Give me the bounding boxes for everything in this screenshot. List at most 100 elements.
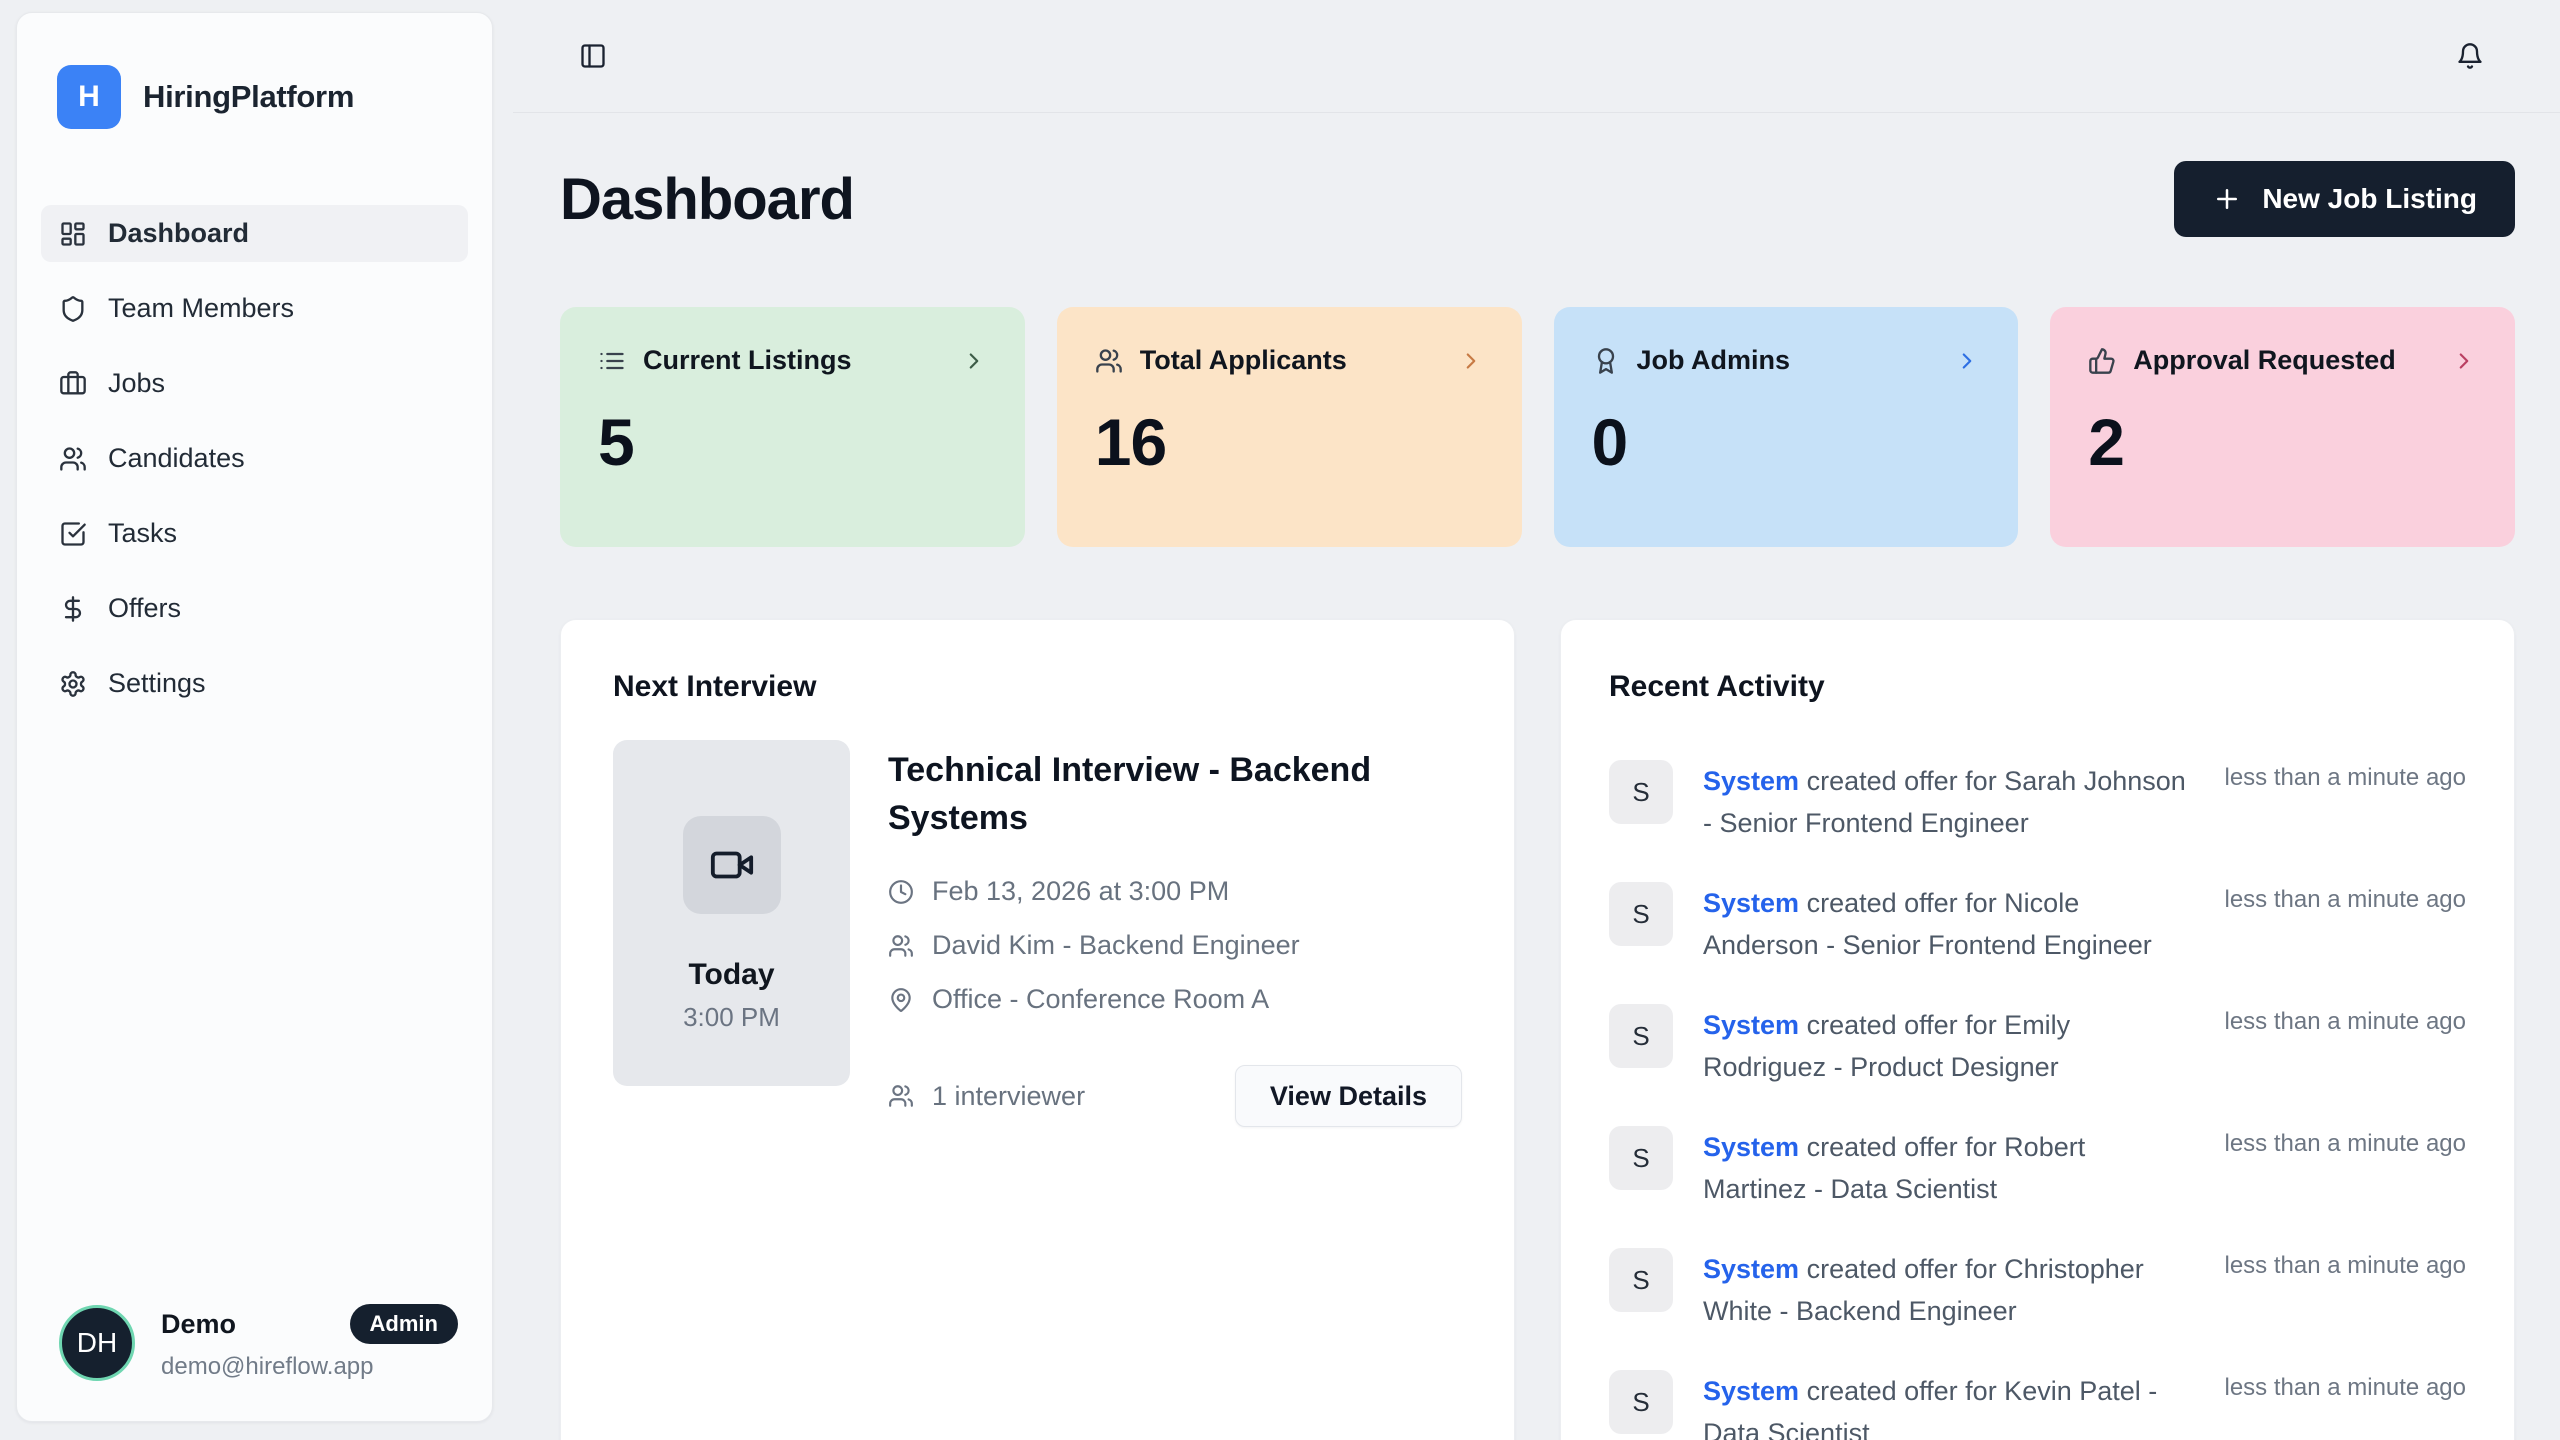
role-badge: Admin xyxy=(349,1304,458,1344)
sidebar-item-team-members[interactable]: Team Members xyxy=(41,280,468,337)
activity-timestamp: less than a minute ago xyxy=(2224,1374,2467,1401)
users-icon xyxy=(889,1085,913,1107)
activity-actor-link[interactable]: System xyxy=(1703,1132,1800,1162)
new-job-listing-label: New Job Listing xyxy=(2262,183,2477,214)
award-icon xyxy=(1597,347,1614,374)
bottom-panels: Next Interview Today 3:00 PM Technical I… xyxy=(560,619,2515,1440)
activity-list: S System created offer for Sarah Johnson… xyxy=(1609,760,2466,1440)
sidebar-item-offers[interactable]: Offers xyxy=(41,580,468,637)
page-header: Dashboard New Job Listing xyxy=(560,161,2515,237)
activity-actor-link[interactable]: System xyxy=(1703,888,1800,918)
video-icon-box xyxy=(682,816,781,914)
users-icon xyxy=(1095,348,1122,373)
activity-text: System created offer for Christopher Whi… xyxy=(1703,1248,2195,1332)
view-details-button[interactable]: View Details xyxy=(1234,1065,1462,1127)
user-block[interactable]: DH Demo Admin demo@hireflow.app xyxy=(41,1304,468,1381)
stat-label: Total Applicants xyxy=(1139,345,1347,375)
app-logo-letter: H xyxy=(78,80,100,113)
activity-timestamp: less than a minute ago xyxy=(2224,764,2467,791)
dollar-sign-icon xyxy=(64,595,82,622)
interview-location: Office - Conference Room A xyxy=(932,984,1270,1014)
sidebar-toggle-button[interactable] xyxy=(573,36,613,76)
users-icon xyxy=(889,934,913,957)
activity-timestamp: less than a minute ago xyxy=(2224,1130,2467,1157)
stat-value: 0 xyxy=(1591,405,1629,479)
main-area: Dashboard New Job Listing Current Listin… xyxy=(493,0,2560,1440)
briefcase-icon xyxy=(60,370,86,394)
sidebar-item-dashboard[interactable]: Dashboard xyxy=(41,205,468,262)
sidebar-item-label: Candidates xyxy=(108,443,245,473)
brand: H HiringPlatform xyxy=(41,65,468,129)
system-avatar: S xyxy=(1609,1248,1673,1312)
interview-candidate-row: David Kim - Backend Engineer xyxy=(888,930,1462,961)
system-avatar: S xyxy=(1609,882,1673,946)
interview-title: Technical Interview - Backend Systems xyxy=(888,751,1372,837)
video-icon xyxy=(710,851,753,879)
notifications-button[interactable] xyxy=(2450,36,2490,76)
sidebar-item-tasks[interactable]: Tasks xyxy=(41,505,468,562)
user-name: Demo xyxy=(161,1308,237,1339)
sidebar-item-label: Jobs xyxy=(108,368,166,398)
stat-label: Job Admins xyxy=(1636,345,1791,375)
sidebar-item-label: Dashboard xyxy=(108,218,250,248)
activity-actor-link[interactable]: System xyxy=(1703,1376,1800,1406)
layout-dashboard-icon xyxy=(61,221,85,246)
system-avatar: S xyxy=(1609,1004,1673,1068)
sidebar-item-label: Settings xyxy=(108,668,206,698)
sidebar-item-settings[interactable]: Settings xyxy=(41,655,468,712)
activity-text: System created offer for Emily Rodriguez… xyxy=(1703,1004,2195,1088)
chevron-right-icon xyxy=(969,352,979,369)
sidebar-item-candidates[interactable]: Candidates xyxy=(41,430,468,487)
activity-description: created offer for Kevin Patel - Data Sci… xyxy=(1703,1376,2158,1440)
stat-card-approval-requested[interactable]: Approval Requested 2 xyxy=(2050,307,2515,547)
stat-card-total-applicants[interactable]: Total Applicants 16 xyxy=(1056,307,1522,547)
activity-description: created offer for Christopher White - Ba… xyxy=(1703,1254,2144,1326)
interview-location-row: Office - Conference Room A xyxy=(888,984,1462,1015)
sidebar-item-jobs[interactable]: Jobs xyxy=(41,355,468,412)
list-icon xyxy=(600,352,624,369)
activity-description: created offer for Emily Rodriguez - Prod… xyxy=(1703,1010,2071,1082)
activity-text: System created offer for Kevin Patel - D… xyxy=(1703,1370,2195,1440)
topbar xyxy=(513,0,2560,113)
bell-icon xyxy=(2458,43,2482,69)
interview-datetime-row: Feb 13, 2026 at 3:00 PM xyxy=(888,876,1462,907)
sidebar-item-label: Team Members xyxy=(108,293,295,323)
interview-day: Today xyxy=(688,958,775,991)
system-avatar: S xyxy=(1609,1126,1673,1190)
interview-details: Technical Interview - Backend Systems Fe… xyxy=(888,740,1462,1127)
activity-text: System created offer for Robert Martinez… xyxy=(1703,1126,2195,1210)
chevron-right-icon xyxy=(1466,352,1475,369)
page-content: Dashboard New Job Listing Current Listin… xyxy=(493,113,2560,1440)
activity-actor-link[interactable]: System xyxy=(1703,1254,1800,1284)
sidebar-item-label: Offers xyxy=(108,593,182,623)
sidebar: H HiringPlatform Dashboard Team Members … xyxy=(16,12,493,1422)
next-interview-title: Next Interview xyxy=(613,670,817,703)
activity-item: S System created offer for Nicole Anders… xyxy=(1609,882,2466,966)
interview-time: 3:00 PM xyxy=(683,1002,780,1032)
activity-actor-link[interactable]: System xyxy=(1703,1010,1800,1040)
users-icon xyxy=(60,446,86,471)
stat-card-current-listings[interactable]: Current Listings 5 xyxy=(560,307,1025,547)
avatar-initials: DH xyxy=(76,1326,118,1358)
sidebar-item-label: Tasks xyxy=(108,518,178,548)
stat-card-job-admins[interactable]: Job Admins 0 xyxy=(1553,307,2019,547)
stats-row: Current Listings 5 Total Applicants 16 J… xyxy=(560,307,2515,547)
plus-icon xyxy=(2217,189,2238,209)
new-job-listing-button[interactable]: New Job Listing xyxy=(2174,161,2515,237)
stat-value: 5 xyxy=(598,405,635,479)
avatar: DH xyxy=(59,1304,135,1381)
map-pin-icon xyxy=(891,987,911,1012)
activity-description: created offer for Robert Martinez - Data… xyxy=(1703,1132,2086,1204)
panel-left-icon xyxy=(581,44,605,68)
recent-activity-title: Recent Activity xyxy=(1609,670,1825,703)
activity-text: System created offer for Sarah Johnson -… xyxy=(1703,760,2195,844)
system-avatar: S xyxy=(1609,1370,1673,1434)
activity-description: created offer for Sarah Johnson - Senior… xyxy=(1703,766,2186,838)
activity-text: System created offer for Nicole Anderson… xyxy=(1703,882,2195,966)
activity-actor-link[interactable]: System xyxy=(1703,766,1800,796)
interviewer-count-row: 1 interviewer xyxy=(888,1081,1085,1112)
interview-candidate: David Kim - Backend Engineer xyxy=(932,930,1300,960)
activity-timestamp: less than a minute ago xyxy=(2224,1252,2467,1279)
activity-item: S System created offer for Kevin Patel -… xyxy=(1609,1370,2466,1440)
stat-value: 2 xyxy=(2088,405,2125,479)
